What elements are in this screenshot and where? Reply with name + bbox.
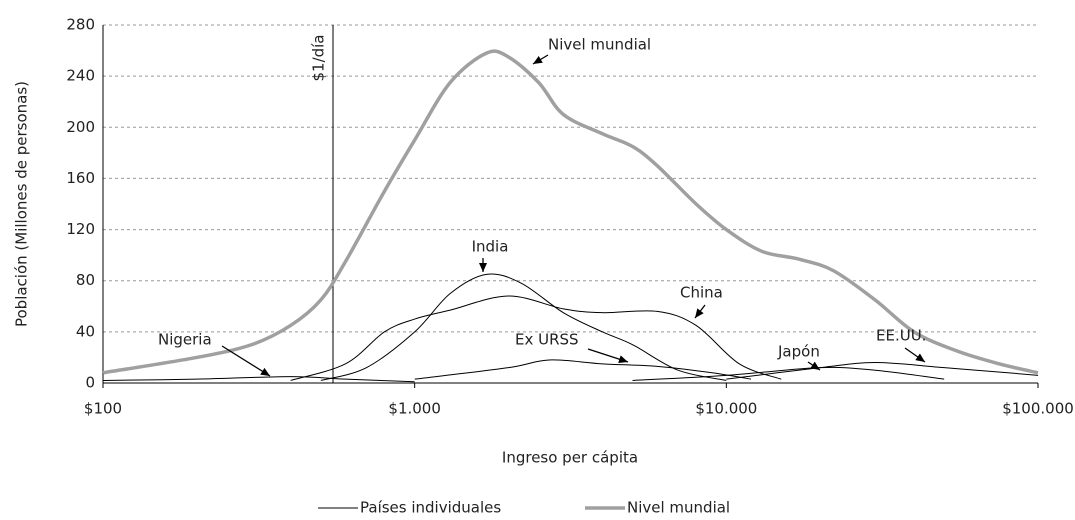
reference-label: $1/día <box>310 34 328 81</box>
y-tick-label: 120 <box>66 220 95 238</box>
line-series <box>290 295 782 381</box>
arrow-head <box>533 55 543 64</box>
y-tick-label: 160 <box>66 169 95 187</box>
series-label: Nigeria <box>158 331 212 349</box>
series-label: Ex URSS <box>515 331 579 349</box>
y-tick-label: 200 <box>66 118 95 136</box>
series-label: Nivel mundial <box>548 36 651 54</box>
y-tick-label: 80 <box>76 271 95 289</box>
arrow-head <box>618 355 628 364</box>
x-tick-label: $100 <box>84 400 122 418</box>
x-tick-label: $100.000 <box>1002 400 1074 418</box>
line-series <box>320 273 727 381</box>
arrow-head <box>479 263 487 272</box>
arrow-head <box>260 367 270 376</box>
x-tick-label: $1.000 <box>388 400 441 418</box>
y-tick-label: 280 <box>66 16 95 34</box>
series-label: India <box>472 238 509 256</box>
arrow-head <box>695 308 704 318</box>
arrow-head <box>810 361 820 370</box>
y-tick-label: 40 <box>76 322 95 340</box>
legend-label: Nivel mundial <box>627 499 730 517</box>
line-series <box>102 49 1039 375</box>
x-tick-label: $10.000 <box>695 400 757 418</box>
line-series <box>102 376 415 383</box>
line-series <box>632 366 945 381</box>
line-series <box>414 359 752 380</box>
legend-label: Países individuales <box>360 499 501 517</box>
line-series <box>726 362 1039 380</box>
arrow-head <box>915 353 925 362</box>
series-label: EE.UU. <box>876 327 926 345</box>
y-tick-label: 240 <box>66 67 95 85</box>
series-label: China <box>680 284 723 302</box>
x-axis-label: Ingreso per cápita <box>502 449 638 467</box>
series-label: Japón <box>777 343 820 361</box>
y-axis-label: Población (Millones de personas) <box>13 81 31 327</box>
y-tick-label: 0 <box>85 374 95 392</box>
arrow-line <box>221 345 271 377</box>
